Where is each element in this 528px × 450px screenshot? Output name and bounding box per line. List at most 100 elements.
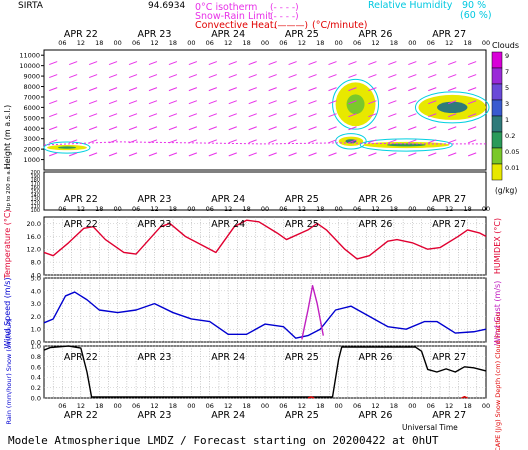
wind-barb <box>448 126 457 131</box>
wind-barb <box>468 100 477 105</box>
hour-label: 00 <box>261 205 269 213</box>
wind-barb <box>49 87 58 92</box>
wind-barb <box>288 126 297 131</box>
wind-barb <box>388 152 397 157</box>
height-tick-label: 9000 <box>23 73 40 81</box>
wind-barb <box>328 152 337 157</box>
hour-label: 00 <box>187 205 195 213</box>
wind-barb <box>68 61 78 66</box>
y-tick-label: 16.0 <box>27 233 41 241</box>
wind-barb <box>348 126 357 131</box>
wind-barb <box>128 61 138 66</box>
y-tick-label: 3.0 <box>31 300 41 308</box>
hour-label: 00 <box>335 402 343 410</box>
cloud-core-5 <box>437 101 468 114</box>
wind-barb <box>128 139 138 144</box>
wind-barb <box>248 87 257 92</box>
rh-contour <box>335 133 367 150</box>
wind-barb <box>108 100 118 105</box>
rain-snow-axis-label: Rain (mm/hour) Snow (cm/hour) <box>5 320 13 425</box>
wind-barb <box>348 61 357 66</box>
cloud-scale-unit: (g/kg) <box>495 186 517 195</box>
wind-barb <box>108 61 118 66</box>
precip-day-label: APR 26 <box>359 352 393 363</box>
y-tick-label: 4.0 <box>31 272 41 280</box>
wind-barb <box>328 126 337 131</box>
wind-barb <box>408 87 417 92</box>
cloud-scale: 9 7 5 3 1 0.2 0.05 0.01 <box>491 51 519 181</box>
legend-convective-unit: (°C/minute) <box>312 20 368 31</box>
cloud-scale-swatch <box>491 99 503 117</box>
wind-barb <box>468 139 477 144</box>
wind-barb <box>368 139 377 144</box>
wind-barb <box>108 74 118 79</box>
wind-barb <box>388 74 397 79</box>
wind-barb <box>408 126 417 131</box>
wind-barb <box>208 61 217 66</box>
freezing-level-line <box>43 141 486 146</box>
y-tick-label: 12.0 <box>27 246 41 254</box>
cloud-scale-label: 0.05 <box>505 148 519 156</box>
cloud-core-3 <box>345 139 357 144</box>
temp-day-label: APR 26 <box>359 219 393 230</box>
hour-label: 00 <box>335 39 343 47</box>
wind-barb <box>468 74 477 79</box>
hour-label: 00 <box>114 205 122 213</box>
day-label-4: APR 25 <box>285 194 319 205</box>
low-height-tick-label: 110 <box>30 204 40 210</box>
day-label-5: APR 26 <box>359 410 393 421</box>
hour-label: 12 <box>298 205 306 213</box>
wind-barb <box>68 139 78 144</box>
wind-barb <box>168 113 178 118</box>
wind-barb <box>188 152 198 157</box>
hour-label: 00 <box>482 205 490 213</box>
wind-barb <box>288 139 297 144</box>
wind-barb <box>248 100 257 105</box>
wind-barb <box>268 61 277 66</box>
cloud-panel: 1000200030004000500060007000800090001000… <box>19 49 490 214</box>
wind-barb <box>68 113 78 118</box>
y-tick-label: 20.0 <box>27 220 41 228</box>
y-tick-label: 1.0 <box>31 343 41 351</box>
y-tick-label: 0.2 <box>31 384 41 392</box>
height-tick-label: 11000 <box>19 52 40 60</box>
wind-barb <box>348 74 357 79</box>
hour-label: 06 <box>427 205 435 213</box>
temp-day-label: APR 24 <box>211 219 245 230</box>
hour-label: 06 <box>427 402 435 410</box>
wind-barb <box>448 100 457 105</box>
wind-barb <box>228 126 237 131</box>
wind-barb <box>348 139 357 144</box>
wind-barb <box>388 139 397 144</box>
legend-rh-90: 90 % <box>462 0 486 11</box>
hour-label: 00 <box>261 39 269 47</box>
wind-barb <box>208 126 217 131</box>
wind-barb <box>328 74 337 79</box>
hour-label: 06 <box>58 402 66 410</box>
wind-barb <box>328 87 337 92</box>
wind-barb <box>428 113 437 118</box>
wind-barb <box>248 139 257 144</box>
hour-label: 12 <box>150 205 158 213</box>
y-tick-label: 0.0 <box>31 339 41 347</box>
day-label-3: APR 24 <box>211 194 245 205</box>
hour-label: 12 <box>445 39 453 47</box>
low-height-tick-label: 150 <box>30 189 40 195</box>
wind-barb <box>368 126 377 131</box>
wind-barb <box>448 152 457 157</box>
wind-barb <box>288 61 297 66</box>
wind-barb <box>348 100 357 105</box>
wind-barb <box>408 152 417 157</box>
height-tick-label: 4000 <box>23 125 40 133</box>
hour-label: 18 <box>390 205 398 213</box>
temp-day-label: APR 22 <box>64 219 98 230</box>
cloud-scale-swatch <box>491 115 503 133</box>
height-axis-label: Height (m a.s.l.) <box>3 105 12 170</box>
precip-day-label: APR 27 <box>432 352 466 363</box>
day-label-1: APR 22 <box>64 410 98 421</box>
hour-label: 12 <box>150 402 158 410</box>
wind-barb <box>368 61 377 66</box>
wind-barb <box>188 100 198 105</box>
hour-label: 18 <box>463 39 471 47</box>
